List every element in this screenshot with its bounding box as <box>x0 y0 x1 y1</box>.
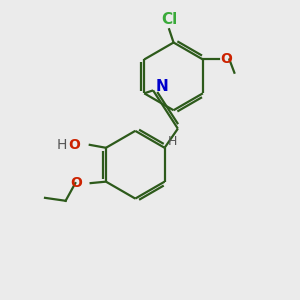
Text: N: N <box>156 79 169 94</box>
Text: Cl: Cl <box>161 12 177 27</box>
Text: O: O <box>70 176 83 190</box>
Text: O: O <box>68 138 80 152</box>
Text: H: H <box>56 138 67 152</box>
Text: O: O <box>220 52 232 67</box>
Text: H: H <box>167 135 177 148</box>
